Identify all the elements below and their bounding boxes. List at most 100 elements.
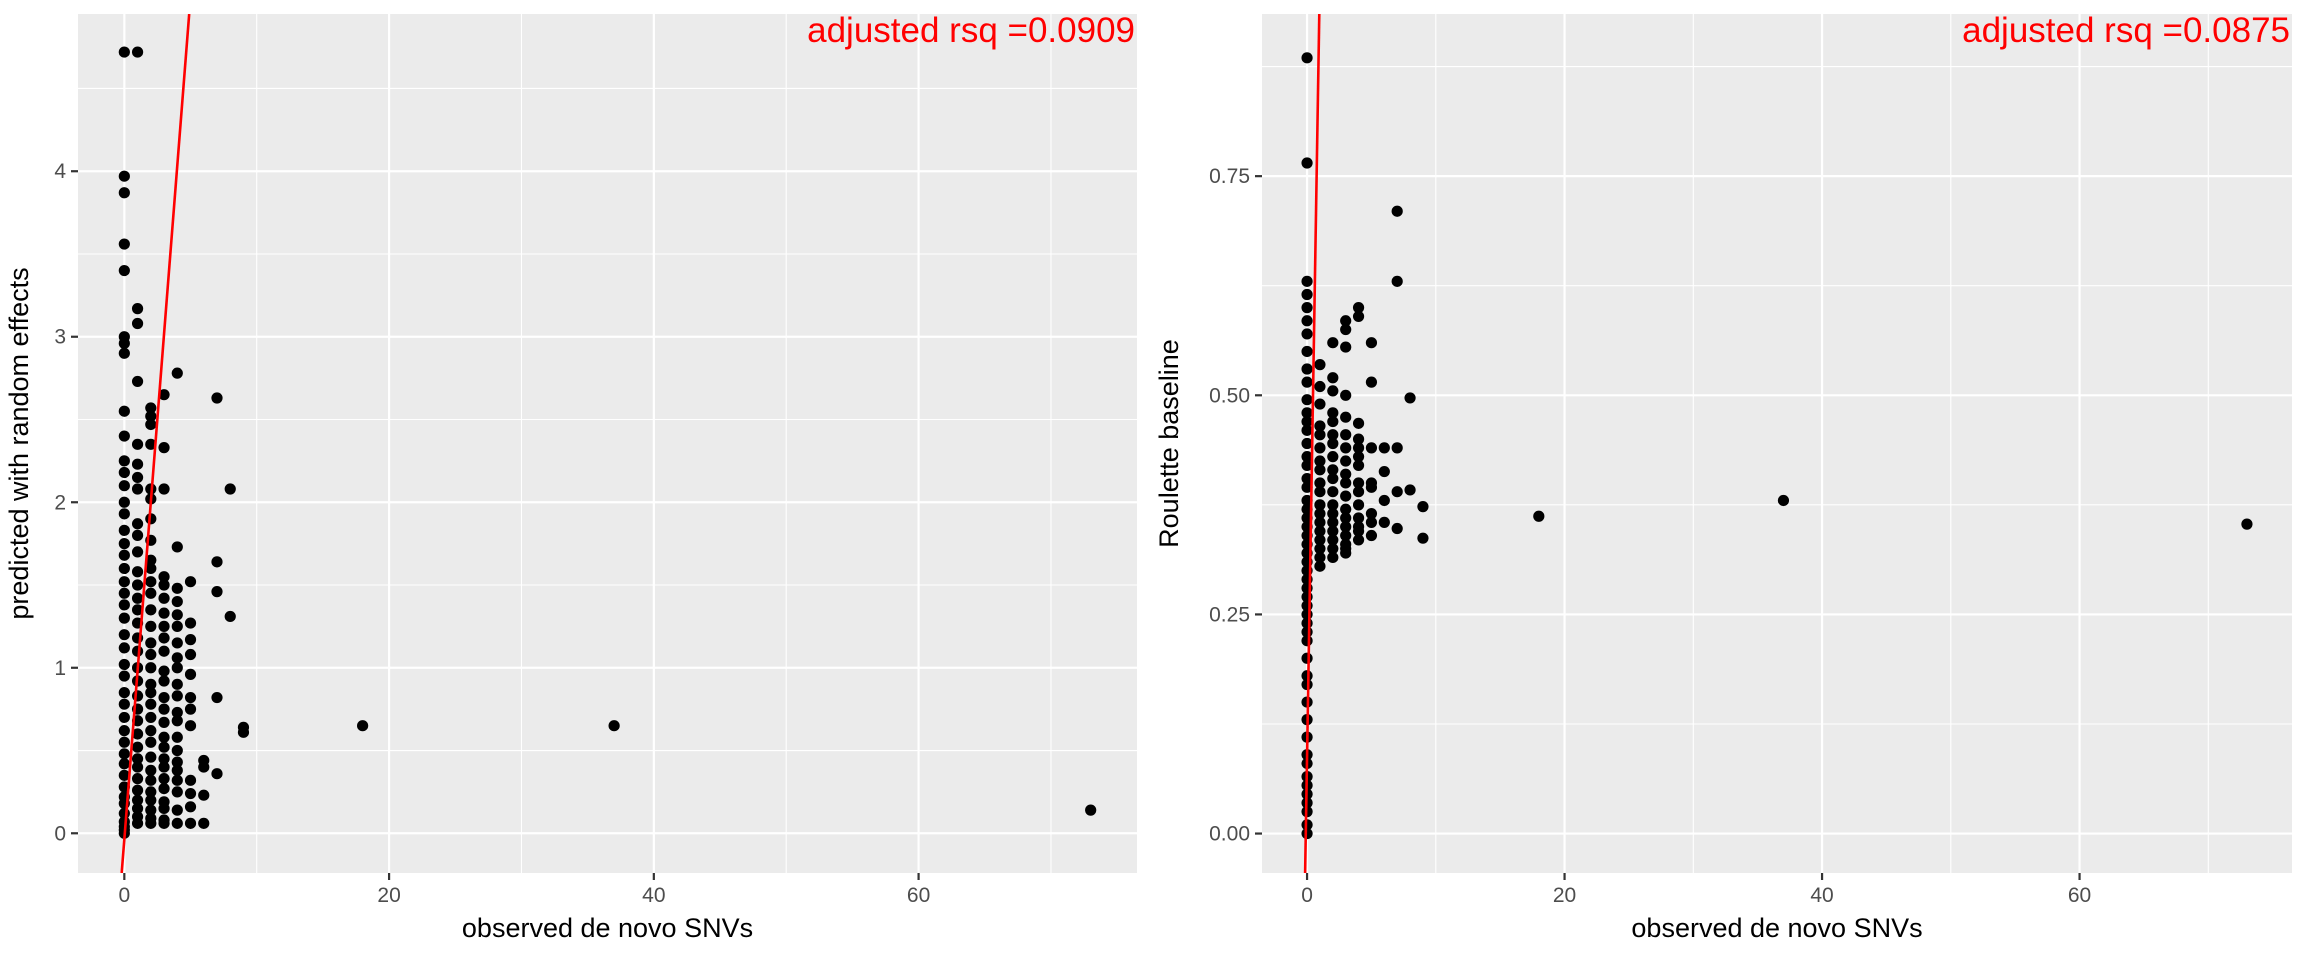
data-point (1365, 516, 1378, 528)
data-point (118, 508, 130, 520)
data-point (118, 549, 130, 561)
data-point (1340, 442, 1352, 454)
data-point (145, 604, 157, 616)
data-point (131, 566, 144, 578)
data-point (211, 586, 223, 598)
data-point (145, 662, 157, 674)
data-point (1352, 459, 1365, 472)
data-point (1365, 337, 1378, 349)
data-point (1340, 315, 1352, 327)
data-point (145, 686, 157, 699)
data-point (145, 554, 157, 566)
plot-background (78, 14, 1137, 873)
data-point (1417, 532, 1429, 544)
data-point (118, 264, 130, 277)
data-point (145, 794, 157, 806)
data-point (171, 817, 183, 829)
data-point (145, 804, 157, 816)
data-point (1340, 341, 1352, 353)
data-point (1404, 484, 1416, 496)
data-point (1301, 394, 1313, 406)
data-point (1365, 442, 1378, 454)
data-point (1085, 804, 1097, 816)
data-point (118, 670, 130, 682)
data-point (158, 691, 170, 704)
data-point (158, 753, 170, 765)
data-point (1314, 534, 1326, 546)
data-point (1301, 328, 1313, 340)
data-point (118, 430, 130, 442)
data-point (1314, 516, 1326, 528)
x-tick-label: 20 (377, 884, 400, 907)
data-point (1327, 516, 1339, 528)
data-point (118, 612, 130, 624)
data-point (1352, 310, 1365, 323)
data-point (237, 726, 250, 738)
data-point (184, 774, 197, 786)
data-point (171, 764, 183, 776)
data-point (1314, 551, 1326, 564)
data-point (171, 662, 183, 674)
data-point (1327, 508, 1339, 520)
data-point (1314, 499, 1326, 511)
data-point (145, 817, 157, 829)
data-point (158, 782, 170, 795)
data-point (131, 690, 144, 702)
data-point (118, 187, 130, 199)
data-point (224, 483, 236, 495)
data-point (171, 774, 183, 786)
data-point (158, 620, 170, 632)
data-point (145, 711, 157, 724)
data-point (131, 761, 144, 773)
data-point (131, 46, 144, 58)
adjusted-rsq-annotation: adjusted rsq =0.0875 (1962, 11, 2290, 50)
data-point (1327, 385, 1339, 397)
data-point (1340, 389, 1352, 401)
y-tick-label: 4 (54, 160, 66, 183)
data-point (171, 637, 183, 649)
data-point (171, 706, 183, 719)
data-point (1301, 652, 1313, 664)
data-point (1327, 472, 1339, 485)
data-point (1314, 359, 1326, 371)
data-point (131, 753, 144, 765)
data-point (145, 587, 157, 599)
data-point (131, 728, 144, 740)
data-point (1327, 372, 1339, 384)
data-point (145, 736, 157, 748)
data-point (158, 483, 170, 495)
data-point (171, 690, 183, 702)
data-point (118, 758, 130, 770)
data-point (1352, 442, 1365, 454)
data-point (1327, 486, 1339, 498)
data-point (118, 562, 130, 575)
data-point (1327, 464, 1339, 476)
data-point (1391, 205, 1403, 217)
x-tick-label: 0 (118, 884, 130, 907)
x-axis-title: observed de novo SNVs (1631, 913, 1922, 943)
data-point (1340, 529, 1352, 542)
data-point (171, 595, 183, 608)
data-point (1352, 534, 1365, 546)
data-point (184, 576, 197, 588)
data-point (1327, 525, 1339, 537)
data-point (131, 794, 144, 806)
data-point (131, 375, 144, 388)
data-point (171, 582, 183, 594)
data-point (1327, 407, 1339, 419)
data-point (171, 652, 183, 664)
data-point (118, 748, 130, 760)
left-scatter-panel: 0 20 40 60 0 1 2 3 4 observed de novo SNVs predict… (4, 11, 1137, 943)
data-point (1417, 501, 1429, 513)
data-point (1352, 486, 1365, 498)
data-point (1340, 429, 1352, 441)
data-point (171, 786, 183, 798)
data-point (158, 773, 170, 785)
data-point (118, 46, 130, 58)
data-point (145, 562, 157, 575)
data-point (1301, 437, 1313, 450)
data-point (184, 648, 197, 661)
data-point (158, 442, 170, 454)
data-point (118, 337, 130, 349)
